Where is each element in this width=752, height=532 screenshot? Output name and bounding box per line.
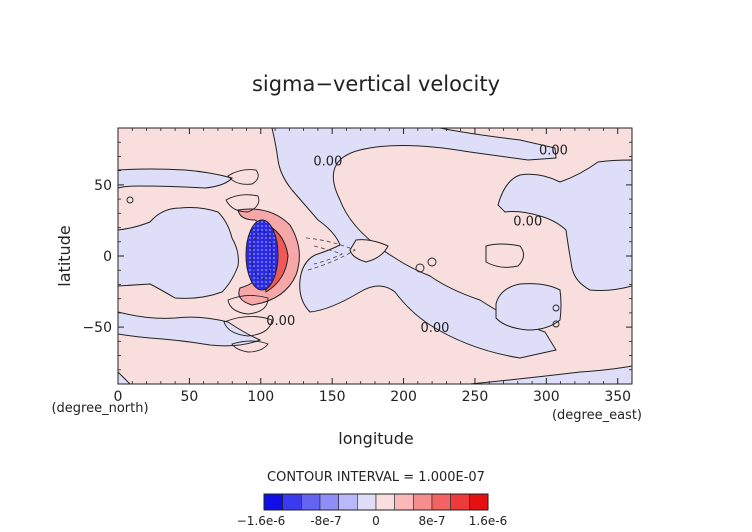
pocket-east-pacific	[485, 243, 524, 268]
x-tick-label: 300	[533, 389, 560, 405]
small-circle-3	[552, 304, 560, 312]
small-circle-5	[126, 196, 134, 204]
colorbar	[263, 493, 489, 511]
y-tick-label: −50	[82, 320, 112, 336]
contour-loop-northwest	[225, 194, 260, 213]
colorbar-tick-label: −1.6e-6	[237, 514, 286, 528]
dashed-contour-east-1	[305, 237, 356, 271]
colorbar-swatch	[319, 493, 339, 511]
y-unit-label: (degree_north)	[51, 401, 148, 416]
colorbar-tick-label: 1.6e-6	[469, 514, 507, 528]
negative-core-inner	[251, 230, 273, 280]
contour-loop-north	[227, 169, 259, 185]
x-tick-label: 150	[319, 389, 346, 405]
maritime-signal	[223, 169, 356, 353]
region-small-blob-1	[118, 371, 131, 384]
contour-interval-label: CONTOUR INTERVAL = 1.000E-07	[267, 470, 485, 485]
negative-regions	[118, 128, 632, 384]
x-tick-label: 0	[114, 389, 123, 405]
contour-value-label: 0.00	[313, 155, 342, 170]
contour-loop-south-1	[227, 295, 269, 315]
colorbar-swatch	[450, 493, 470, 511]
x-tick-label: 250	[462, 389, 489, 405]
region-southeast-band	[469, 365, 632, 384]
small-circle-4	[552, 320, 560, 328]
region-south-atlantic	[495, 283, 562, 331]
x-tick-label: 50	[180, 389, 198, 405]
colorbar-swatch	[282, 493, 302, 511]
colorbar-tick-label: -8e-7	[310, 514, 341, 528]
contour-loop-south-3	[231, 340, 269, 353]
x-unit-label: (degree_east)	[552, 408, 642, 423]
positive-pockets	[349, 239, 524, 268]
chart-title: sigma−vertical velocity	[252, 72, 500, 96]
x-axis-ticks: 0 50 100 150 200 250 300 350	[114, 128, 633, 405]
region-northwest-band	[118, 168, 233, 189]
small-contour-circles	[126, 196, 560, 328]
colorbar-swatch	[431, 493, 451, 511]
colorbar-labels: −1.6e-6 -8e-7 0 8e-7 1.6e-6	[237, 514, 507, 528]
colorbar-swatch	[394, 493, 414, 511]
small-circle-1	[415, 263, 425, 273]
region-central-pacific	[271, 128, 557, 359]
negative-core	[245, 219, 279, 291]
colorbar-swatch	[263, 493, 283, 511]
contour-value-label: 0.00	[539, 143, 568, 158]
contour-value-label: 0.00	[266, 314, 295, 329]
colorbar-tick-label: 8e-7	[419, 514, 446, 528]
small-circle-2	[427, 257, 437, 267]
x-tick-label: 350	[604, 389, 631, 405]
contour-labels: 0.00 0.00 0.00 0.00 0.00	[266, 143, 568, 336]
y-tick-label: 0	[103, 249, 112, 265]
colorbar-swatch	[338, 493, 358, 511]
x-tick-label: 200	[390, 389, 417, 405]
colorbar-swatch	[375, 493, 395, 511]
contour-loop-south-2	[223, 316, 273, 337]
x-tick-label: 100	[247, 389, 274, 405]
contour-value-label: 0.00	[420, 321, 449, 336]
contour-value-label: 0.00	[513, 214, 542, 229]
y-axis-label: latitude	[55, 225, 74, 286]
y-axis-ticks: −50 0 50	[82, 127, 632, 385]
colorbar-swatch	[469, 493, 489, 511]
x-axis-label: longitude	[338, 429, 413, 448]
region-indian-ocean	[118, 207, 239, 299]
plot-area: 0.00 0.00 0.00 0.00 0.00	[118, 128, 632, 384]
pocket-pacific-west	[349, 239, 389, 263]
dashed-contour-east-2	[313, 245, 344, 265]
region-southern-band	[118, 311, 262, 347]
y-tick-label: 50	[94, 178, 112, 194]
colorbar-frame	[263, 493, 489, 511]
colorbar-tick-label: 0	[372, 514, 380, 528]
colorbar-swatch	[413, 493, 433, 511]
colorbar-swatch	[357, 493, 377, 511]
region-east-pacific	[497, 159, 632, 291]
colorbar-swatch	[301, 493, 321, 511]
